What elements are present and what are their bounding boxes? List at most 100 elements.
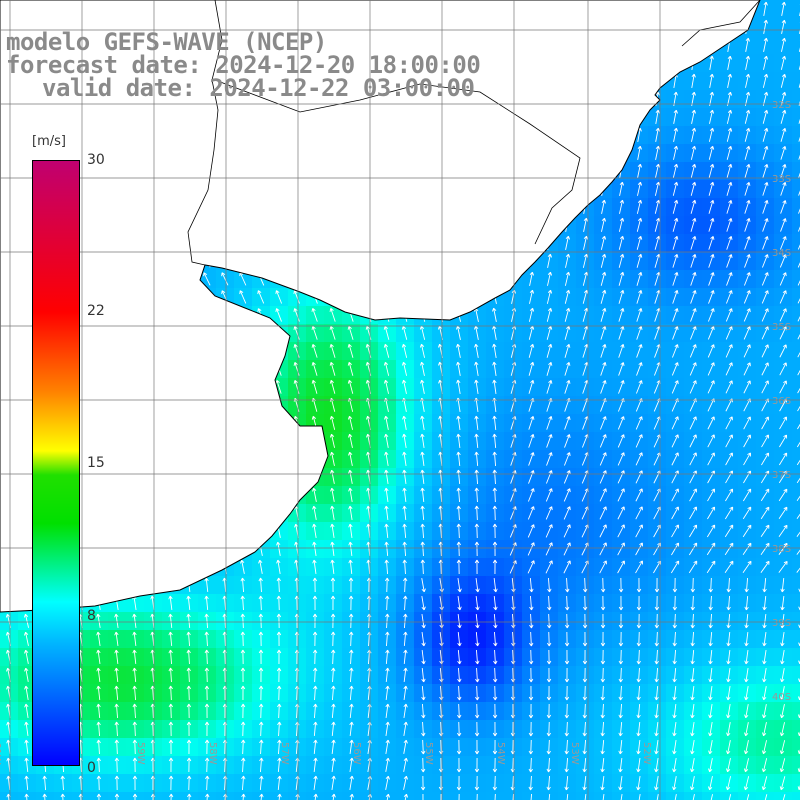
wind-arrow [779,722,785,737]
wind-arrow [564,452,571,466]
wind-arrow [636,685,641,701]
wind-arrow [761,344,769,358]
wind-arrow [744,181,751,196]
wind-arrow [583,235,589,250]
wind-arrow [727,91,733,106]
wind-arrow [546,667,552,683]
wind-arrow [421,721,426,737]
wind-arrow [690,326,697,340]
wind-arrow [403,595,408,611]
wind-arrow [744,613,749,629]
wind-arrow [744,254,751,268]
wind-arrow [42,775,47,791]
wind-arrow [385,631,390,647]
wind-arrow [330,469,335,484]
wind-arrow [276,649,282,665]
wind-arrow [331,775,336,790]
lat-label: 37S [772,470,791,481]
wind-arrow [475,649,480,665]
wind-cell [792,756,800,774]
wind-arrow [744,145,751,160]
wind-arrow [331,757,336,772]
wind-arrow [474,325,479,340]
wind-arrow [329,308,336,322]
wind-cell [792,378,800,396]
wind-arrow [762,109,769,124]
wind-arrow [347,361,354,376]
wind-arrow [654,613,660,629]
wind-arrow [385,703,390,718]
wind-arrow [779,758,786,773]
wind-arrow [637,181,643,196]
wind-arrow [743,776,750,791]
wind-arrow [600,667,606,683]
wind-arrow [241,793,246,800]
wind-arrow [311,361,318,376]
wind-arrow [420,505,425,521]
wind-arrow [743,740,749,755]
wind-arrow [24,793,29,800]
wind-arrow [277,757,282,773]
wind-arrow [114,703,119,719]
wind-arrow [672,740,677,755]
wind-arrow [494,793,496,800]
wind-arrow [599,452,607,466]
wind-arrow [725,758,731,773]
wind-arrow [599,470,607,484]
wind-arrow [762,577,767,593]
wind-arrow [492,685,498,701]
wind-arrow [349,703,354,719]
wind-arrow [726,577,731,593]
wind-arrow [672,667,677,683]
wind-arrow [565,235,571,250]
wind-arrow [708,181,715,196]
wind-arrow [763,1,768,16]
wind-arrow [276,613,282,629]
wind-arrow [763,37,769,52]
wind-arrow [761,452,770,466]
wind-arrow [420,487,425,503]
wind-arrow [331,649,336,665]
wind-arrow [781,1,786,16]
wind-arrow [401,361,407,376]
wind-arrow [384,577,390,593]
wind-arrow [724,524,734,538]
wind-arrow [349,721,354,737]
wind-arrow [331,685,336,701]
wind-arrow [60,775,65,791]
wind-arrow [277,739,282,755]
wind-arrow [761,722,767,737]
wind-arrow [456,739,462,755]
wind-arrow [762,218,769,232]
wind-arrow [706,524,716,538]
wind-arrow [186,685,192,701]
wind-cell [540,792,558,800]
wind-arrow [529,631,534,647]
wind-arrow [779,704,785,719]
wind-arrow [564,649,570,665]
wind-arrow [672,235,679,250]
wind-arrow [529,577,534,593]
wind-arrow [709,91,715,106]
wind-arrow [312,631,318,647]
wind-arrow [458,793,460,800]
wind-arrow [744,686,749,701]
wind-arrow [564,775,569,791]
wind-arrow [546,721,552,737]
wind-cell [738,792,756,800]
wind-arrow [706,560,716,574]
wind-arrow [780,614,785,629]
wind-arrow [114,613,119,628]
wind-cell [792,108,800,126]
wind-arrow [619,199,625,214]
wind-arrow [492,307,497,322]
wind-arrow [276,595,282,611]
wind-arrow [726,218,733,232]
wind-arrow [420,451,425,466]
wind-arrow [672,253,679,268]
wind-arrow [673,145,679,160]
wind-arrow [707,416,715,430]
wind-arrow [492,433,497,449]
wind-arrow [186,667,191,683]
wind-cell [666,792,684,800]
